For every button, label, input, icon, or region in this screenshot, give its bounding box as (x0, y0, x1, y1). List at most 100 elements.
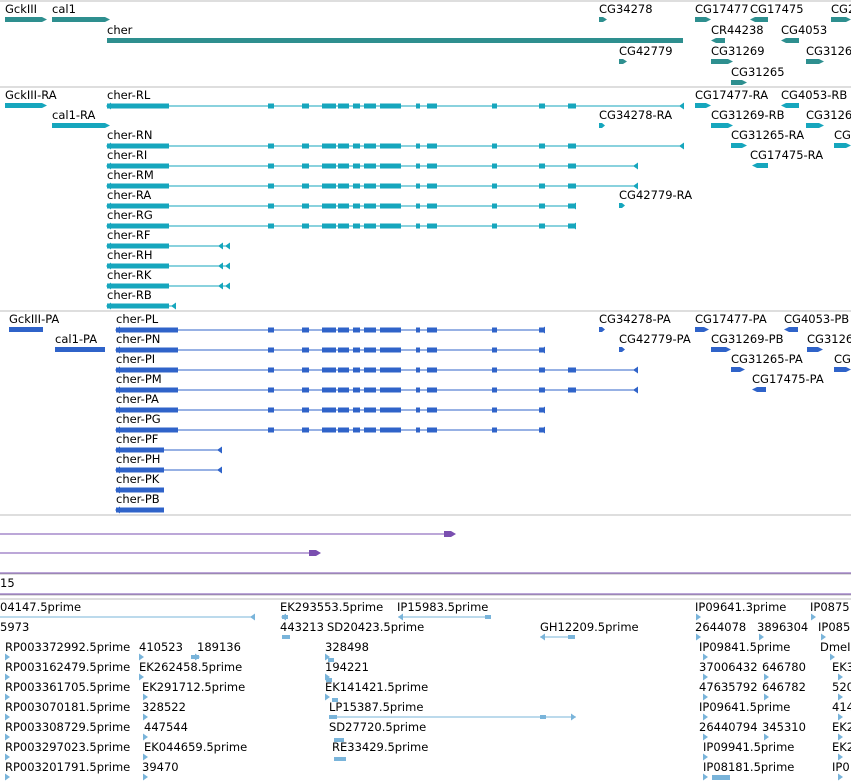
exon-block[interactable] (302, 347, 309, 353)
exon-block[interactable] (364, 407, 376, 413)
est-label[interactable]: SD20423.5prime (327, 620, 424, 634)
est-arrow[interactable] (325, 653, 330, 661)
est-block[interactable] (332, 698, 338, 702)
exon-block[interactable] (322, 223, 336, 229)
est-arrow[interactable] (703, 773, 708, 781)
transcript-label-cher-rl[interactable]: cher-RL (107, 88, 151, 102)
est-label[interactable]: 646780 (762, 660, 806, 674)
exon-block[interactable] (116, 407, 178, 413)
exon-block[interactable] (568, 163, 576, 169)
gene-label-cr44238[interactable]: CR44238 (711, 23, 764, 37)
exon-block[interactable] (322, 367, 336, 373)
strand-arrow[interactable] (225, 242, 230, 250)
exon-block[interactable] (364, 327, 376, 333)
est-label[interactable]: 5973 (0, 620, 29, 634)
est-arrow[interactable] (838, 733, 843, 741)
exon-block[interactable] (322, 327, 336, 333)
strand-arrow[interactable] (106, 202, 111, 210)
est-arrow[interactable] (703, 653, 708, 661)
exon-block[interactable] (427, 427, 437, 433)
exon-block[interactable] (364, 183, 376, 189)
exon-block[interactable] (568, 367, 576, 373)
exon-block[interactable] (492, 183, 497, 189)
exon-block[interactable] (380, 143, 401, 149)
exon-block[interactable] (364, 387, 376, 393)
est-block[interactable] (712, 775, 730, 780)
protein-glyph[interactable] (55, 347, 105, 352)
est-label[interactable]: IP0 (832, 760, 850, 774)
est-label[interactable]: LP15387.5prime (329, 700, 423, 714)
est-block[interactable] (329, 715, 337, 719)
protein-label-cher-pi[interactable]: cher-PI (116, 352, 155, 366)
transcript-label-cg34278-ra[interactable]: CG34278-RA (599, 108, 672, 122)
est-label[interactable]: 47635792 (699, 680, 758, 694)
exon-block[interactable] (268, 163, 274, 169)
exon-block[interactable] (416, 143, 420, 149)
exon-block[interactable] (338, 103, 349, 109)
est-label[interactable]: EK262458.5prime (139, 660, 242, 674)
est-arrow[interactable] (838, 773, 843, 781)
est-label[interactable]: EK3 (832, 660, 851, 674)
exon-block[interactable] (338, 327, 349, 333)
gene-glyph[interactable] (731, 80, 747, 85)
exon-block[interactable] (427, 367, 437, 373)
transcript-label-cher-ra[interactable]: cher-RA (107, 188, 151, 202)
exon-block[interactable] (492, 407, 497, 413)
exon-block[interactable] (492, 223, 497, 229)
strand-arrow[interactable] (106, 182, 111, 190)
protein-label-cg3126[interactable]: CG3126 (807, 332, 851, 346)
exon-block[interactable] (492, 427, 497, 433)
strand-arrow[interactable] (106, 262, 111, 270)
strand-arrow[interactable] (225, 282, 230, 290)
exon-block[interactable] (116, 387, 178, 393)
protein-glyph[interactable] (711, 347, 731, 352)
strand-arrow[interactable] (679, 102, 684, 110)
est-arrow[interactable] (838, 673, 843, 681)
strand-arrow[interactable] (115, 486, 120, 494)
protein-label-cg17475-pa[interactable]: CG17475-PA (752, 372, 824, 386)
strand-arrow[interactable] (115, 366, 120, 374)
exon-block[interactable] (302, 407, 309, 413)
est-label[interactable]: IP09641.5prime (699, 700, 790, 714)
est-block[interactable] (282, 615, 288, 619)
exon-block[interactable] (338, 367, 349, 373)
exon-block[interactable] (116, 487, 164, 493)
exon-block[interactable] (427, 327, 437, 333)
est-arrow[interactable] (703, 693, 708, 701)
protein-label-cher-pf[interactable]: cher-PF (116, 432, 158, 446)
exon-block[interactable] (427, 347, 437, 353)
est-label[interactable]: 26440794 (699, 720, 758, 734)
exon-block[interactable] (107, 143, 169, 149)
gene-label-cg17475[interactable]: CG17475 (750, 2, 804, 16)
exon-block[interactable] (568, 143, 576, 149)
protein-label-cher-pn[interactable]: cher-PN (116, 332, 160, 346)
strand-arrow[interactable] (218, 282, 223, 290)
est-block[interactable] (485, 615, 491, 619)
est-arrow[interactable] (703, 673, 708, 681)
strand-arrow[interactable] (633, 386, 638, 394)
transcript-glyph[interactable] (781, 103, 799, 108)
gene-label-cal1[interactable]: cal1 (52, 2, 76, 16)
est-arrow[interactable] (5, 713, 10, 721)
est-arrow[interactable] (143, 713, 148, 721)
strand-arrow[interactable] (225, 262, 230, 270)
est-label[interactable]: 328498 (325, 640, 369, 654)
gene-label-cg2[interactable]: CG2 (831, 2, 851, 16)
exon-block[interactable] (427, 407, 437, 413)
strand-arrow[interactable] (115, 506, 120, 514)
protein-label-cg34278-pa[interactable]: CG34278-PA (599, 312, 671, 326)
exon-block[interactable] (116, 327, 178, 333)
exon-block[interactable] (116, 367, 178, 373)
est-label[interactable]: GH12209.5prime (540, 620, 639, 634)
protein-label-cg[interactable]: CG (834, 352, 851, 366)
exon-block[interactable] (380, 427, 401, 433)
exon-block[interactable] (353, 183, 360, 189)
strand-arrow[interactable] (633, 366, 638, 374)
exon-block[interactable] (427, 387, 437, 393)
exon-block[interactable] (364, 347, 376, 353)
strand-arrow[interactable] (115, 326, 120, 334)
est-label[interactable]: SD27720.5prime (329, 720, 426, 734)
transcript-glyph[interactable] (619, 203, 625, 208)
exon-block[interactable] (107, 163, 169, 169)
est-label[interactable]: 414 (832, 700, 851, 714)
